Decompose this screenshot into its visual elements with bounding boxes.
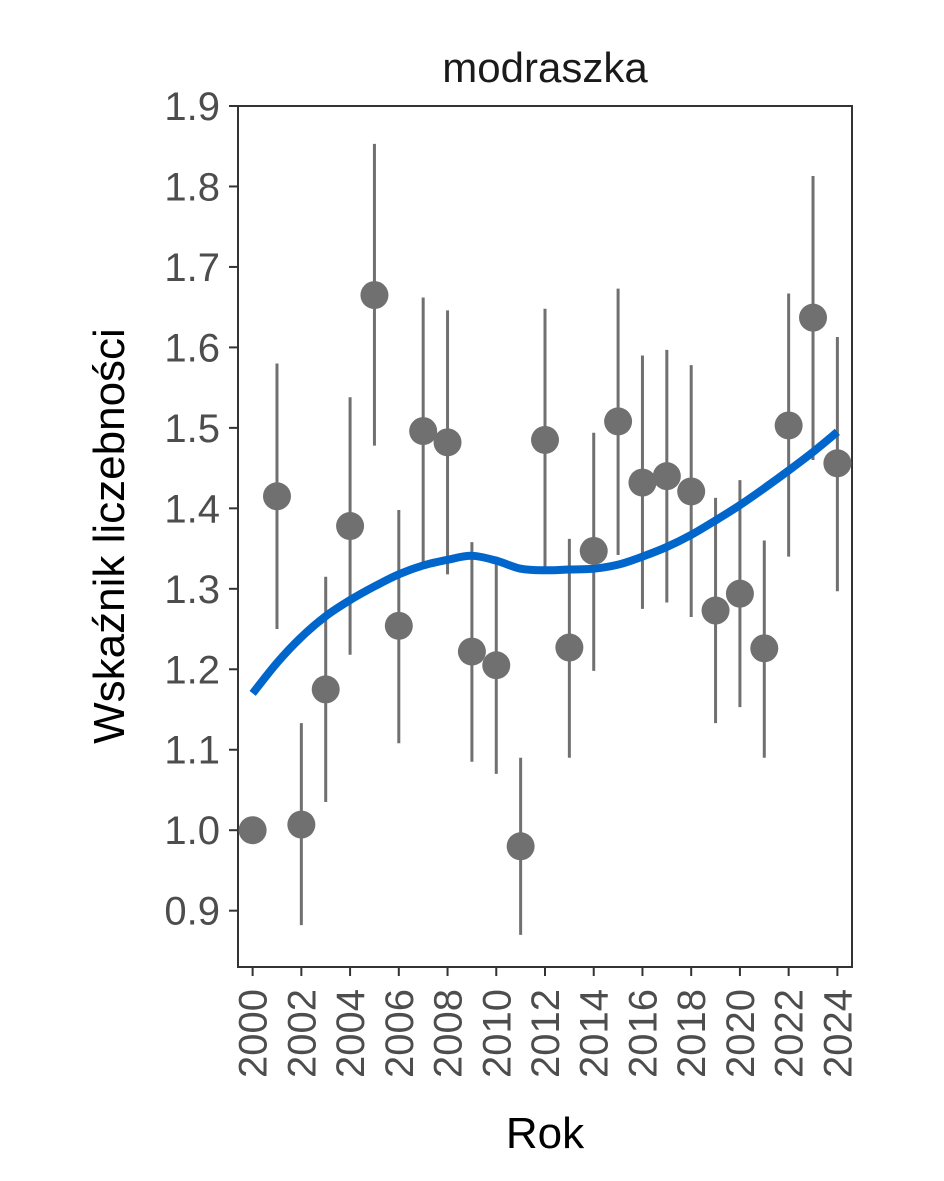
y-tick-label: 1.5 [164, 407, 220, 451]
data-point [750, 634, 779, 663]
data-point [433, 428, 462, 457]
data-point [238, 816, 267, 845]
data-point [774, 411, 803, 440]
x-tick-label: 2008 [427, 989, 471, 1078]
y-tick-label: 1.7 [164, 246, 220, 290]
data-point [287, 810, 316, 839]
y-axis: 0.9 1.0 1.1 1.2 1.3 1.4 1.5 1.6 1.7 1.8 1.9 [164, 85, 238, 934]
data-point [457, 637, 486, 666]
data-point [677, 477, 706, 506]
x-tick-label: 2000 [232, 989, 276, 1078]
data-point [482, 651, 511, 680]
x-tick-label: 2022 [768, 989, 812, 1078]
y-tick-label: 1.0 [164, 809, 220, 853]
x-tick-label: 2006 [378, 989, 422, 1078]
data-points [238, 281, 852, 861]
x-tick-label: 2002 [280, 989, 324, 1078]
y-tick-label: 1.4 [164, 487, 220, 531]
data-point [555, 633, 584, 662]
y-tick-label: 0.9 [164, 890, 220, 934]
data-point [701, 596, 730, 625]
x-tick-label: 2004 [329, 989, 373, 1078]
x-axis: 2000 2002 2004 2006 2008 2010 2012 2014 2016 2018… [232, 967, 860, 1078]
data-point [604, 407, 633, 436]
x-axis-label: Rok [506, 1109, 585, 1158]
y-tick-label: 1.9 [164, 85, 220, 129]
data-point [409, 417, 438, 446]
chart-title: modraszka [442, 44, 648, 91]
data-point [262, 482, 291, 511]
data-point [311, 675, 340, 704]
data-point [531, 425, 559, 454]
x-tick-label: 2024 [816, 989, 860, 1078]
data-point [725, 579, 754, 608]
y-tick-label: 1.1 [164, 729, 220, 773]
y-tick-label: 1.3 [164, 568, 220, 612]
x-tick-label: 2016 [621, 989, 665, 1078]
trend-layer [249, 428, 840, 696]
data-point [799, 303, 828, 332]
data-point [336, 512, 365, 541]
data-point [628, 468, 657, 497]
data-point [384, 611, 413, 640]
data-point [506, 832, 535, 861]
data-point [579, 536, 608, 565]
x-tick-label: 2012 [524, 989, 568, 1078]
error-bars [275, 143, 839, 935]
x-tick-label: 2020 [719, 989, 763, 1078]
trend-line [249, 428, 840, 696]
x-tick-label: 2010 [475, 989, 519, 1078]
x-tick-label: 2014 [573, 989, 617, 1078]
data-point [823, 449, 852, 478]
x-tick-label: 2018 [670, 989, 714, 1078]
y-tick-label: 1.8 [164, 165, 220, 209]
y-tick-label: 1.2 [164, 648, 220, 692]
data-point [360, 281, 389, 310]
y-tick-label: 1.6 [164, 326, 220, 370]
data-point [652, 462, 681, 491]
y-axis-label: Wskaźnik liczebności [85, 328, 134, 744]
